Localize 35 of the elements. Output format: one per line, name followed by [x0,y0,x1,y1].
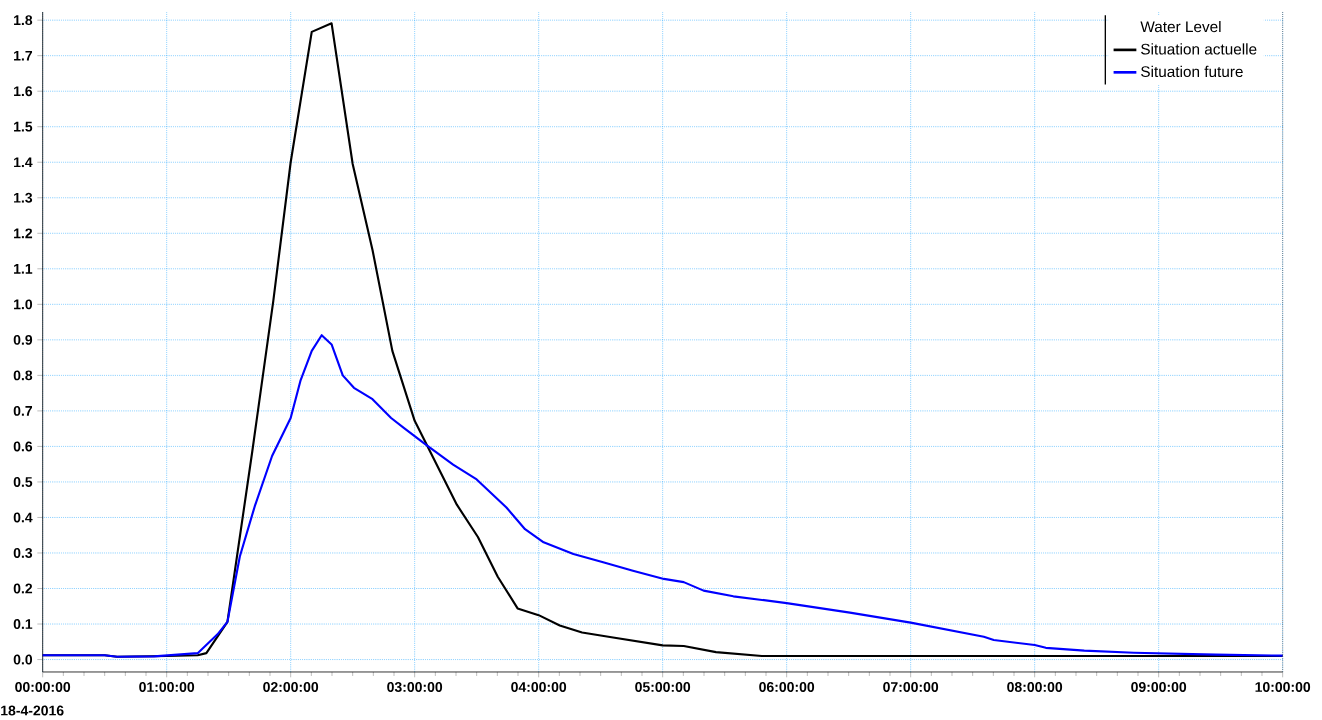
x-tick-label: 08:00:00 [1007,682,1063,692]
y-tick-label: 0.4 [13,512,33,523]
y-tick-label: 0.2 [13,583,33,594]
y-tick-label: 0.3 [13,548,33,558]
y-tick-label: 0.5 [13,477,33,487]
y-tick-label: 1.8 [14,15,33,26]
y-tick-label: 1.2 [14,228,33,239]
y-tick-label: 1.7 [14,50,33,61]
x-tick-label: 09:00:00 [1131,682,1187,692]
x-tick-label: 01:00:00 [139,682,195,692]
x-tick-label: 05:00:00 [635,682,691,692]
y-tick-label: 1.4 [14,157,33,168]
y-tick-label: 1.0 [14,299,33,310]
y-tick-label: 0.0 [13,654,33,665]
x-tick-label: 02:00:00 [263,682,319,692]
y-tick-label: 1.3 [14,192,33,203]
y-tick-label: 0.7 [13,405,33,416]
legend-label: Situation future [1141,65,1243,78]
y-tick-label: 0.8 [13,370,33,381]
y-tick-label: 1.6 [14,86,33,97]
text: 18-4-2016 [1,705,64,716]
legend-label: Situation actuelle [1141,43,1257,55]
line-series [41,334,1284,658]
y-tick-label: 1.1 [14,264,33,274]
x-tick-label: 07:00:00 [883,682,939,692]
y-tick-label: 0.1 [13,619,33,629]
x-tick-label: 06:00:00 [759,682,815,692]
y-tick-label: 1.5 [14,121,33,132]
x-tick-label: 10:00:00 [1255,682,1311,692]
legend-title: Water Level [1140,20,1221,33]
y-tick-label: 0.6 [13,441,33,452]
x-tick-label: 03:00:00 [387,682,443,692]
x-tick-label: 00:00:00 [15,682,71,692]
y-tick-label: 0.9 [13,334,33,345]
x-tick-label: 04:00:00 [511,682,567,692]
